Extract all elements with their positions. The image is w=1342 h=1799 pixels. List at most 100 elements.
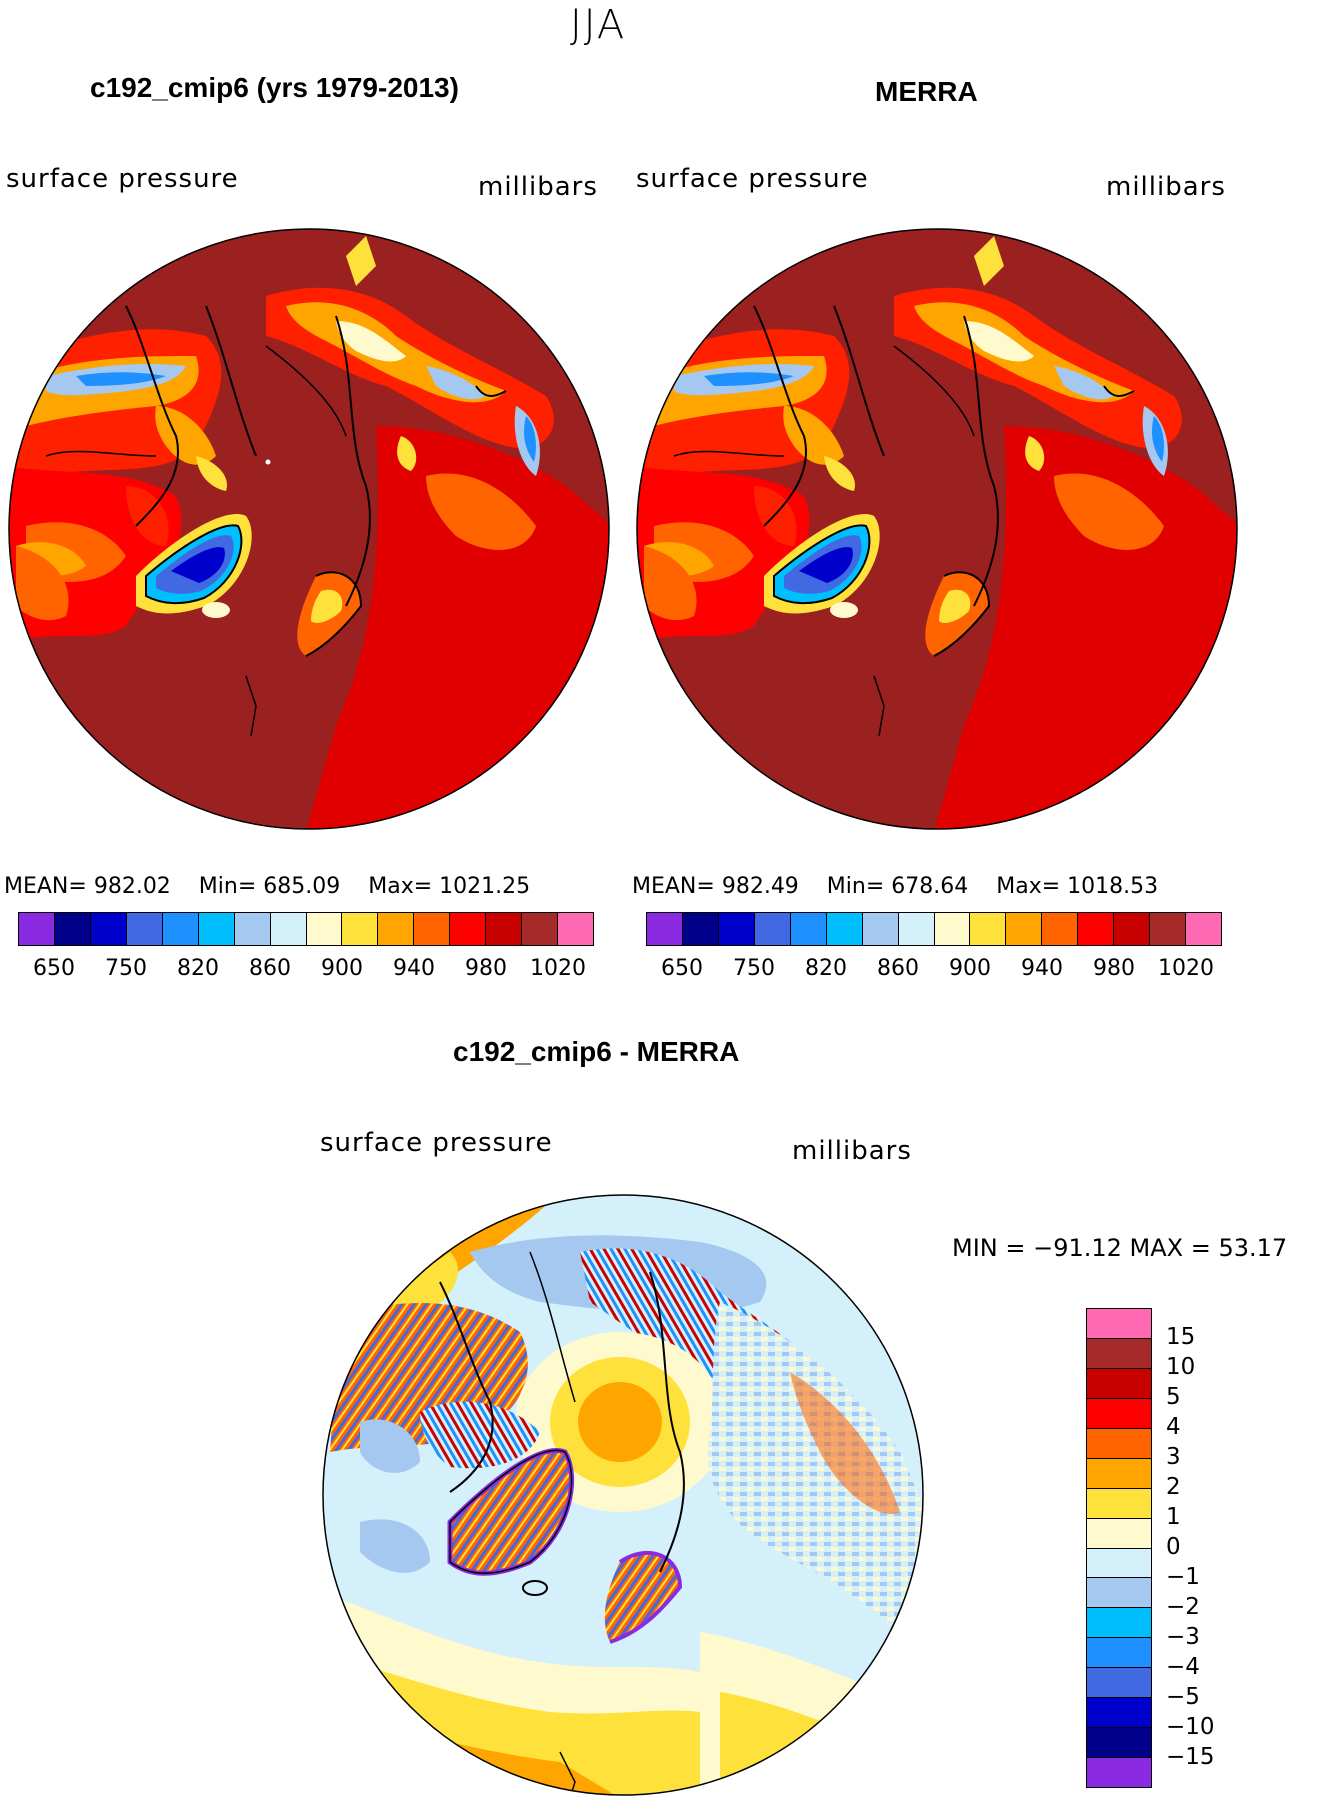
colorbar-swatch <box>90 913 127 945</box>
colorbar-swatch <box>234 913 271 945</box>
colorbar-tick-label: 5 <box>1166 1384 1181 1410</box>
colorbar-tick-label: 980 <box>465 956 507 981</box>
colorbar-swatch <box>790 913 827 945</box>
diff-map <box>322 1194 924 1796</box>
panel-left-title: c192_cmip6 (yrs 1979-2013) <box>90 72 459 103</box>
colorbar-swatch <box>54 913 91 945</box>
colorbar-swatch <box>1087 1758 1151 1787</box>
diff-variable: surface pressure <box>320 1128 553 1158</box>
colorbar-tick-label: −15 <box>1166 1744 1215 1770</box>
colorbar-swatch <box>1087 1668 1151 1699</box>
colorbar-swatch <box>1186 913 1221 945</box>
min-value: 685.09 <box>263 874 341 899</box>
max-label: Max= <box>996 874 1061 899</box>
colorbar-swatch <box>1006 913 1043 945</box>
colorbar-swatch <box>1087 1488 1151 1519</box>
diff-min-max: MIN = −91.12 MAX = 53.17 <box>952 1234 1288 1262</box>
colorbar-tick-label: 650 <box>33 956 75 981</box>
min-value: 678.64 <box>891 874 969 899</box>
colorbar-tick-label: 1020 <box>530 956 586 981</box>
panel-left-colorbar-ticks: 650 750 820 860 900 940 980 1020 <box>18 956 594 986</box>
panel-left-map <box>8 228 610 830</box>
colorbar-swatch <box>1087 1638 1151 1669</box>
colorbar-tick-label: 2 <box>1166 1474 1181 1500</box>
colorbar-swatch <box>1087 1518 1151 1549</box>
colorbar-tick-label: 980 <box>1093 956 1135 981</box>
colorbar-swatch <box>1087 1309 1151 1339</box>
colorbar-swatch <box>19 913 55 945</box>
min-label: Min= <box>198 874 257 899</box>
colorbar-tick-label: 650 <box>661 956 703 981</box>
colorbar-tick-label: 860 <box>877 956 919 981</box>
colorbar-tick-label: 900 <box>321 956 363 981</box>
colorbar-swatch <box>1042 913 1079 945</box>
colorbar-tick-label: 940 <box>1021 956 1063 981</box>
colorbar-swatch <box>1087 1728 1151 1759</box>
colorbar-tick-label: 900 <box>949 956 991 981</box>
colorbar-swatch <box>1078 913 1115 945</box>
max-value: 1021.25 <box>439 874 531 899</box>
colorbar-tick-label: 750 <box>733 956 775 981</box>
mean-value: 982.02 <box>93 874 171 899</box>
diff-title: c192_cmip6 - MERRA <box>453 1036 740 1067</box>
panel-right-units: millibars <box>1106 172 1226 202</box>
panel-right-colorbar <box>646 912 1222 946</box>
colorbar-tick-label: 3 <box>1166 1444 1181 1470</box>
colorbar-swatch <box>1114 913 1151 945</box>
colorbar-swatch <box>1087 1398 1151 1429</box>
colorbar-swatch <box>342 913 379 945</box>
colorbar-swatch <box>522 913 559 945</box>
panel-right-variable: surface pressure <box>636 164 869 194</box>
colorbar-swatch <box>558 913 593 945</box>
colorbar-swatch <box>486 913 523 945</box>
colorbar-swatch <box>1087 1428 1151 1459</box>
max-label: Max= <box>368 874 433 899</box>
colorbar-tick-label: 4 <box>1166 1414 1181 1440</box>
colorbar-tick-label: −5 <box>1166 1684 1200 1710</box>
mean-value: 982.49 <box>721 874 799 899</box>
colorbar-tick-label: 940 <box>393 956 435 981</box>
colorbar-swatch <box>862 913 899 945</box>
colorbar-tick-label: 15 <box>1166 1324 1196 1350</box>
max-value: 1018.53 <box>1067 874 1159 899</box>
colorbar-swatch <box>1087 1338 1151 1369</box>
min-label: Min= <box>826 874 885 899</box>
colorbar-swatch <box>1087 1548 1151 1579</box>
panel-left-stats: MEAN= 982.02 Min= 685.09 Max= 1021.25 <box>4 874 530 899</box>
panel-right-colorbar-ticks: 650 750 820 860 900 940 980 1020 <box>646 956 1222 986</box>
colorbar-swatch <box>647 913 683 945</box>
colorbar-tick-label: −1 <box>1166 1564 1200 1590</box>
colorbar-swatch <box>1087 1368 1151 1399</box>
colorbar-swatch <box>126 913 163 945</box>
panel-right-title: MERRA <box>875 76 978 107</box>
diff-colorbar <box>1086 1308 1152 1788</box>
colorbar-swatch <box>898 913 935 945</box>
panel-left-units: millibars <box>478 172 598 202</box>
colorbar-swatch <box>934 913 971 945</box>
colorbar-swatch <box>198 913 235 945</box>
colorbar-tick-label: 750 <box>105 956 147 981</box>
colorbar-swatch <box>1087 1698 1151 1729</box>
colorbar-swatch <box>162 913 199 945</box>
panel-right-map <box>636 228 1238 830</box>
colorbar-tick-label: 820 <box>177 956 219 981</box>
diff-units: millibars <box>792 1136 912 1166</box>
colorbar-swatch <box>1087 1578 1151 1609</box>
colorbar-tick-label: −10 <box>1166 1714 1215 1740</box>
colorbar-swatch <box>826 913 863 945</box>
colorbar-swatch <box>306 913 343 945</box>
colorbar-tick-label: −4 <box>1166 1654 1200 1680</box>
colorbar-swatch <box>1087 1458 1151 1489</box>
colorbar-tick-label: 820 <box>805 956 847 981</box>
colorbar-tick-label: 1020 <box>1158 956 1214 981</box>
colorbar-tick-label: 10 <box>1166 1354 1196 1380</box>
colorbar-swatch <box>378 913 415 945</box>
colorbar-tick-label: 860 <box>249 956 291 981</box>
colorbar-tick-label: −2 <box>1166 1594 1200 1620</box>
colorbar-swatch <box>1087 1608 1151 1639</box>
panel-left-variable: surface pressure <box>6 164 239 194</box>
colorbar-swatch <box>970 913 1007 945</box>
colorbar-swatch <box>718 913 755 945</box>
mean-label: MEAN= <box>632 874 715 899</box>
colorbar-tick-label: 1 <box>1166 1504 1181 1530</box>
